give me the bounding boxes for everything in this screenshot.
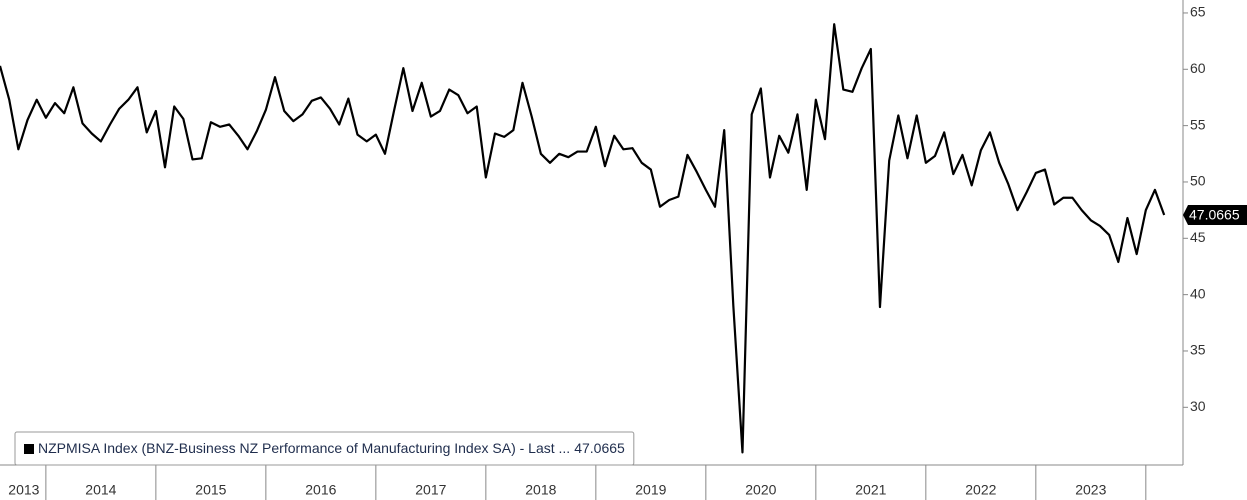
y-tick-label: 40 bbox=[1190, 285, 1206, 301]
x-tick-label: 2016 bbox=[305, 482, 336, 498]
y-tick-label: 55 bbox=[1190, 116, 1206, 132]
last-value-tag bbox=[1183, 205, 1247, 226]
legend-name: NZPMISA Index (BNZ-Business NZ Performan… bbox=[38, 440, 570, 456]
y-tick-label: 65 bbox=[1190, 4, 1206, 20]
last-value-label: 47.0665 bbox=[1189, 207, 1240, 223]
y-tick-label: 35 bbox=[1190, 342, 1206, 358]
x-tick-label: 2023 bbox=[1075, 482, 1106, 498]
y-tick-label: 60 bbox=[1190, 60, 1206, 76]
x-tick-label: 2017 bbox=[415, 482, 446, 498]
legend: NZPMISA Index (BNZ-Business NZ Performan… bbox=[14, 431, 635, 466]
legend-last-value: 47.0665 bbox=[574, 440, 625, 456]
x-tick-label: 2022 bbox=[965, 482, 996, 498]
x-tick-label: 2014 bbox=[85, 482, 116, 498]
x-tick-label: 2021 bbox=[855, 482, 886, 498]
legend-swatch bbox=[24, 444, 34, 454]
x-tick-label: 2020 bbox=[745, 482, 776, 498]
x-tick-label: 2013 bbox=[8, 482, 39, 498]
x-tick-label: 2018 bbox=[525, 482, 556, 498]
x-tick-label: 2019 bbox=[635, 482, 666, 498]
x-tick-label: 2015 bbox=[195, 482, 226, 498]
y-tick-label: 30 bbox=[1190, 398, 1206, 414]
legend-label: NZPMISA Index (BNZ-Business NZ Performan… bbox=[38, 440, 625, 456]
legend-box bbox=[14, 431, 635, 466]
y-tick-label: 45 bbox=[1190, 229, 1206, 245]
series-line bbox=[0, 23, 1166, 454]
y-tick-label: 50 bbox=[1190, 173, 1206, 189]
